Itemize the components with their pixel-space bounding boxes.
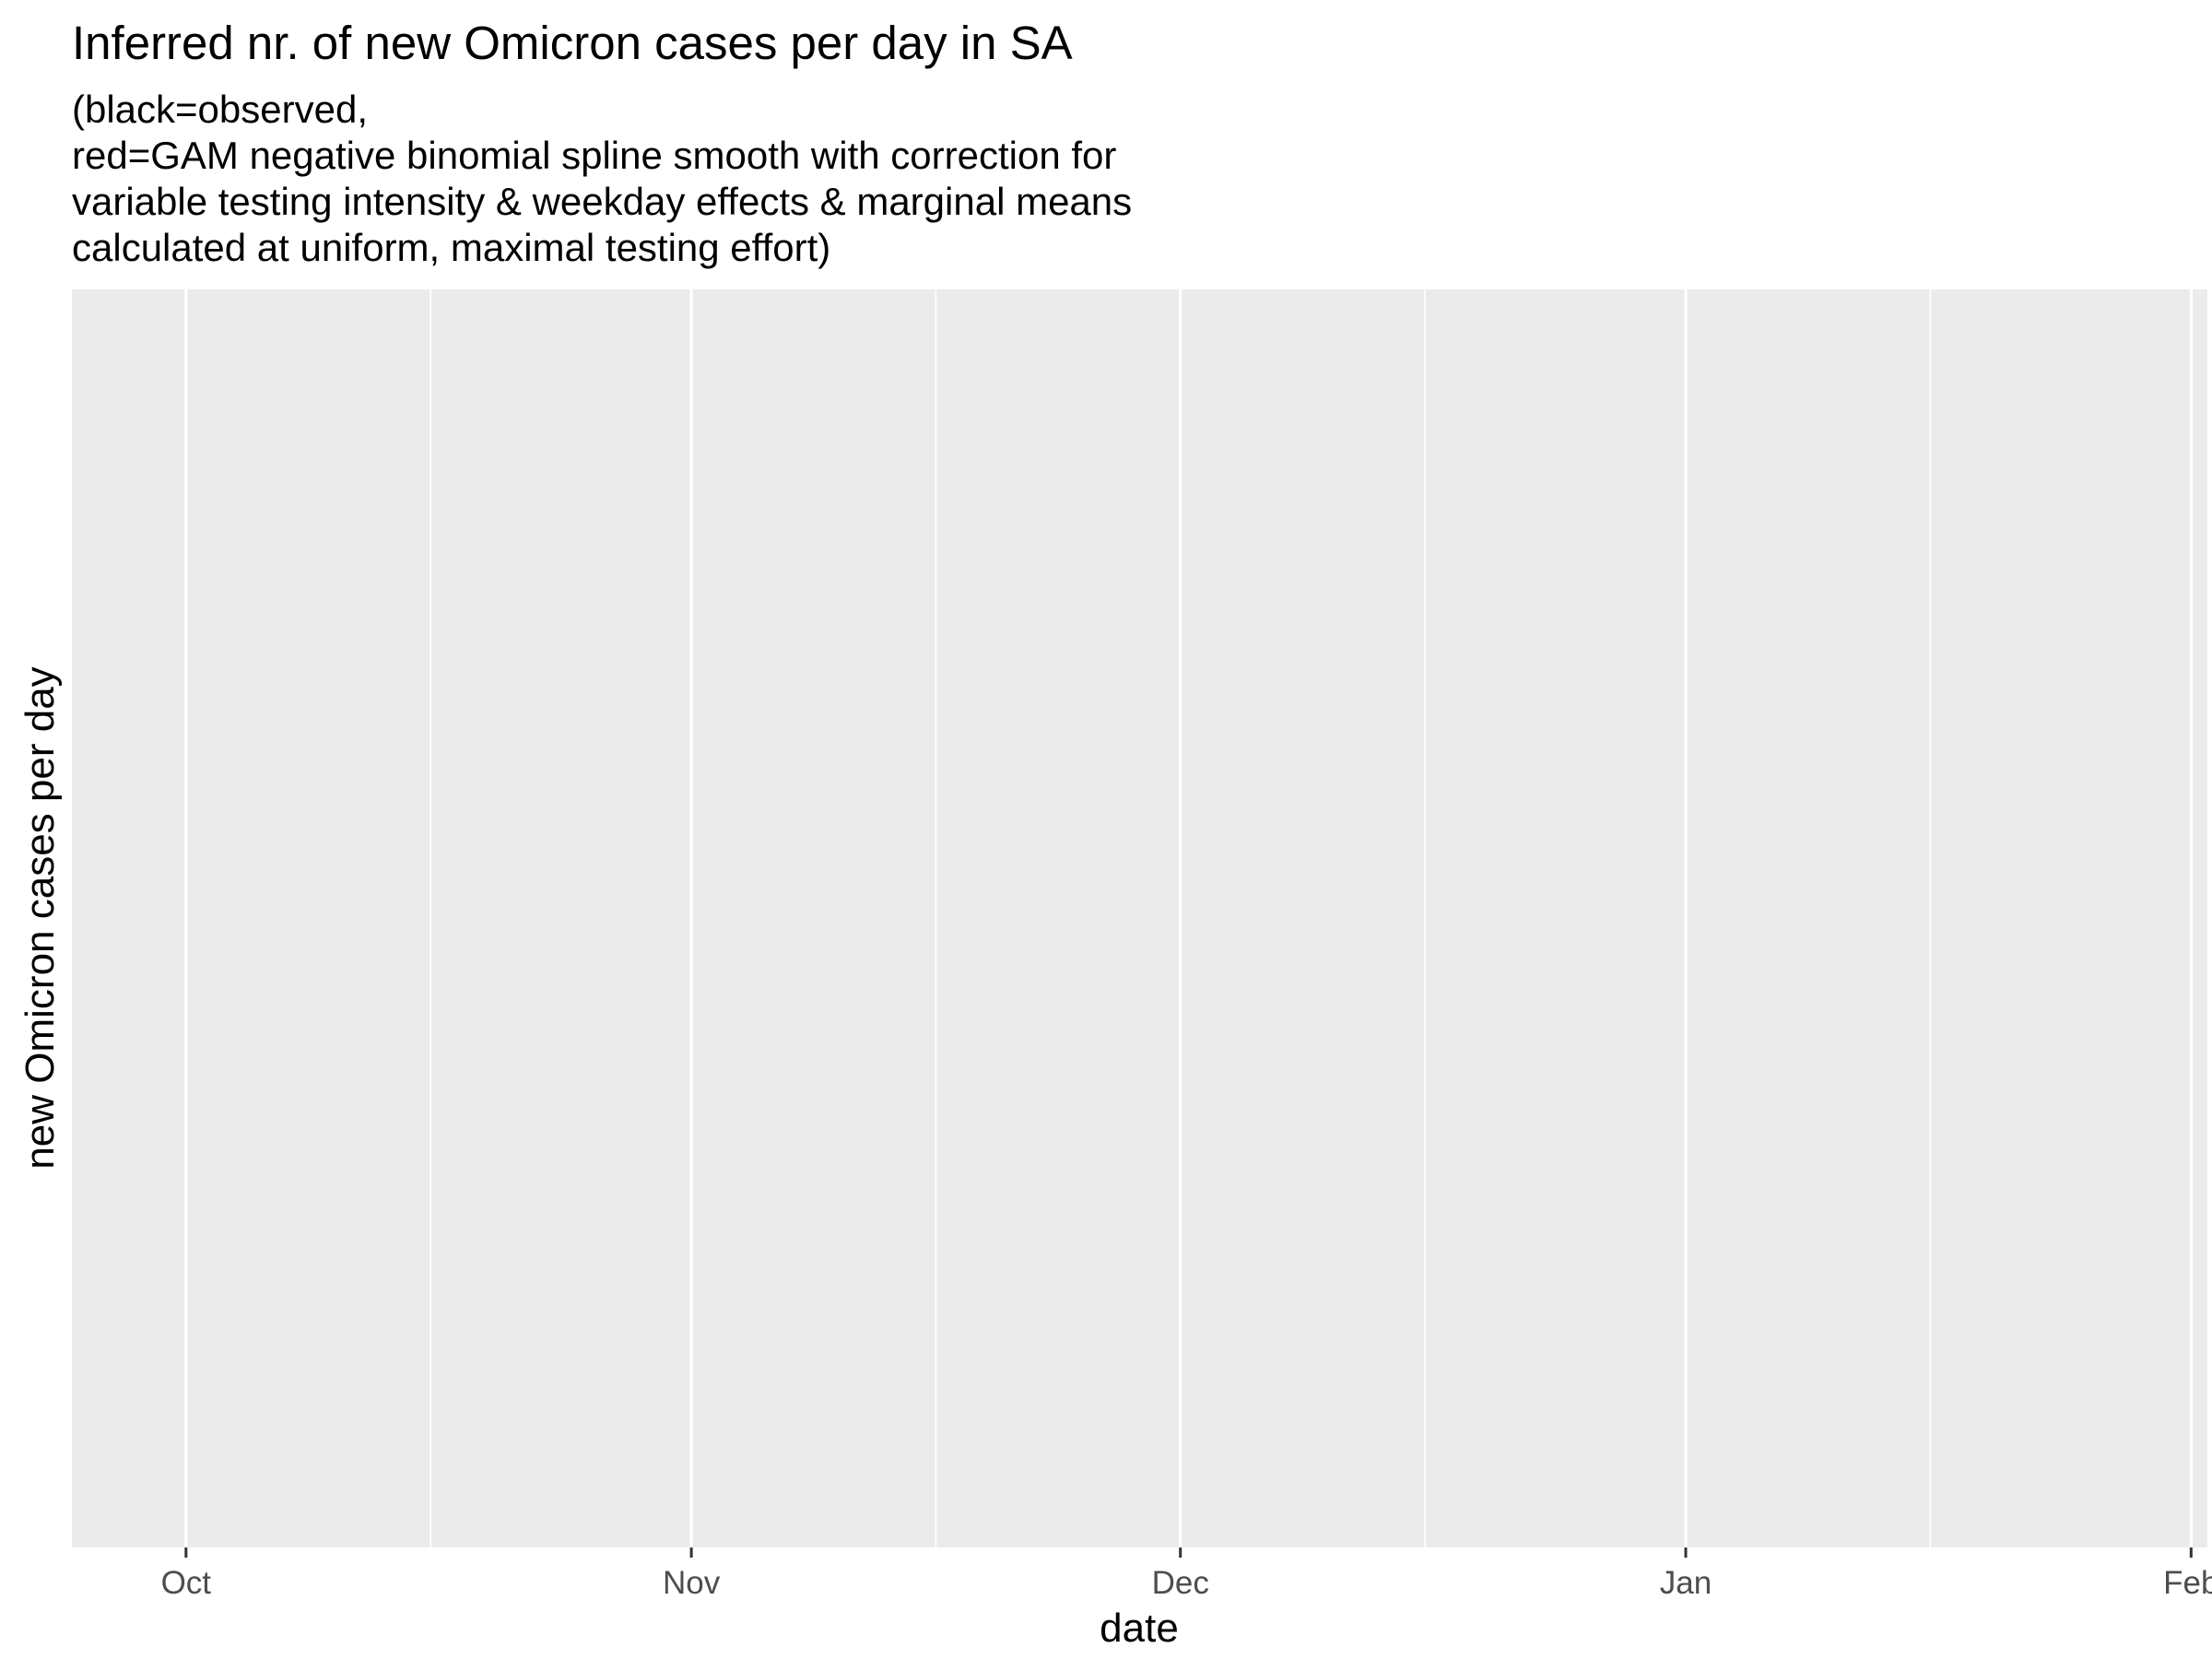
x-tick-label: Jan xyxy=(1660,1565,1712,1601)
chart-subtitle-line-1: (black=observed, xyxy=(72,88,368,131)
minor-gridlines xyxy=(429,289,1932,1547)
x-tick-label: Dec xyxy=(1152,1565,1209,1601)
plot-panel xyxy=(72,289,2207,1547)
major-gridlines xyxy=(184,289,2193,1547)
chart-title: Inferred nr. of new Omicron cases per da… xyxy=(72,17,1073,69)
x-axis-title: date xyxy=(1100,1606,1179,1651)
chart-subtitle-line-4: calculated at uniform, maximal testing e… xyxy=(72,226,830,269)
x-tick-label: Feb xyxy=(2163,1565,2212,1601)
x-tick-label: Nov xyxy=(663,1565,721,1601)
x-axis-ticks xyxy=(184,1547,2193,1558)
chart-subtitle-line-3: variable testing intensity & weekday eff… xyxy=(72,180,1132,223)
x-axis-tick-labels: Oct Nov Dec Jan Feb xyxy=(161,1565,2212,1601)
x-tick-label: Oct xyxy=(161,1565,212,1601)
y-axis-title: new Omicron cases per day xyxy=(18,666,63,1169)
chart-subtitle-line-2: red=GAM negative binomial spline smooth … xyxy=(72,134,1116,177)
